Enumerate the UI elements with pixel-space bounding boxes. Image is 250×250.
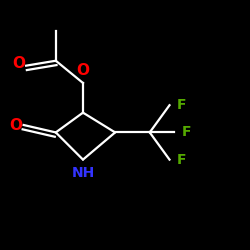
Text: NH: NH — [71, 166, 94, 180]
Text: O: O — [10, 118, 23, 132]
Text: O: O — [76, 63, 90, 78]
Text: F: F — [182, 126, 192, 140]
Text: F: F — [177, 98, 186, 112]
Text: F: F — [177, 152, 186, 166]
Text: O: O — [12, 56, 25, 71]
